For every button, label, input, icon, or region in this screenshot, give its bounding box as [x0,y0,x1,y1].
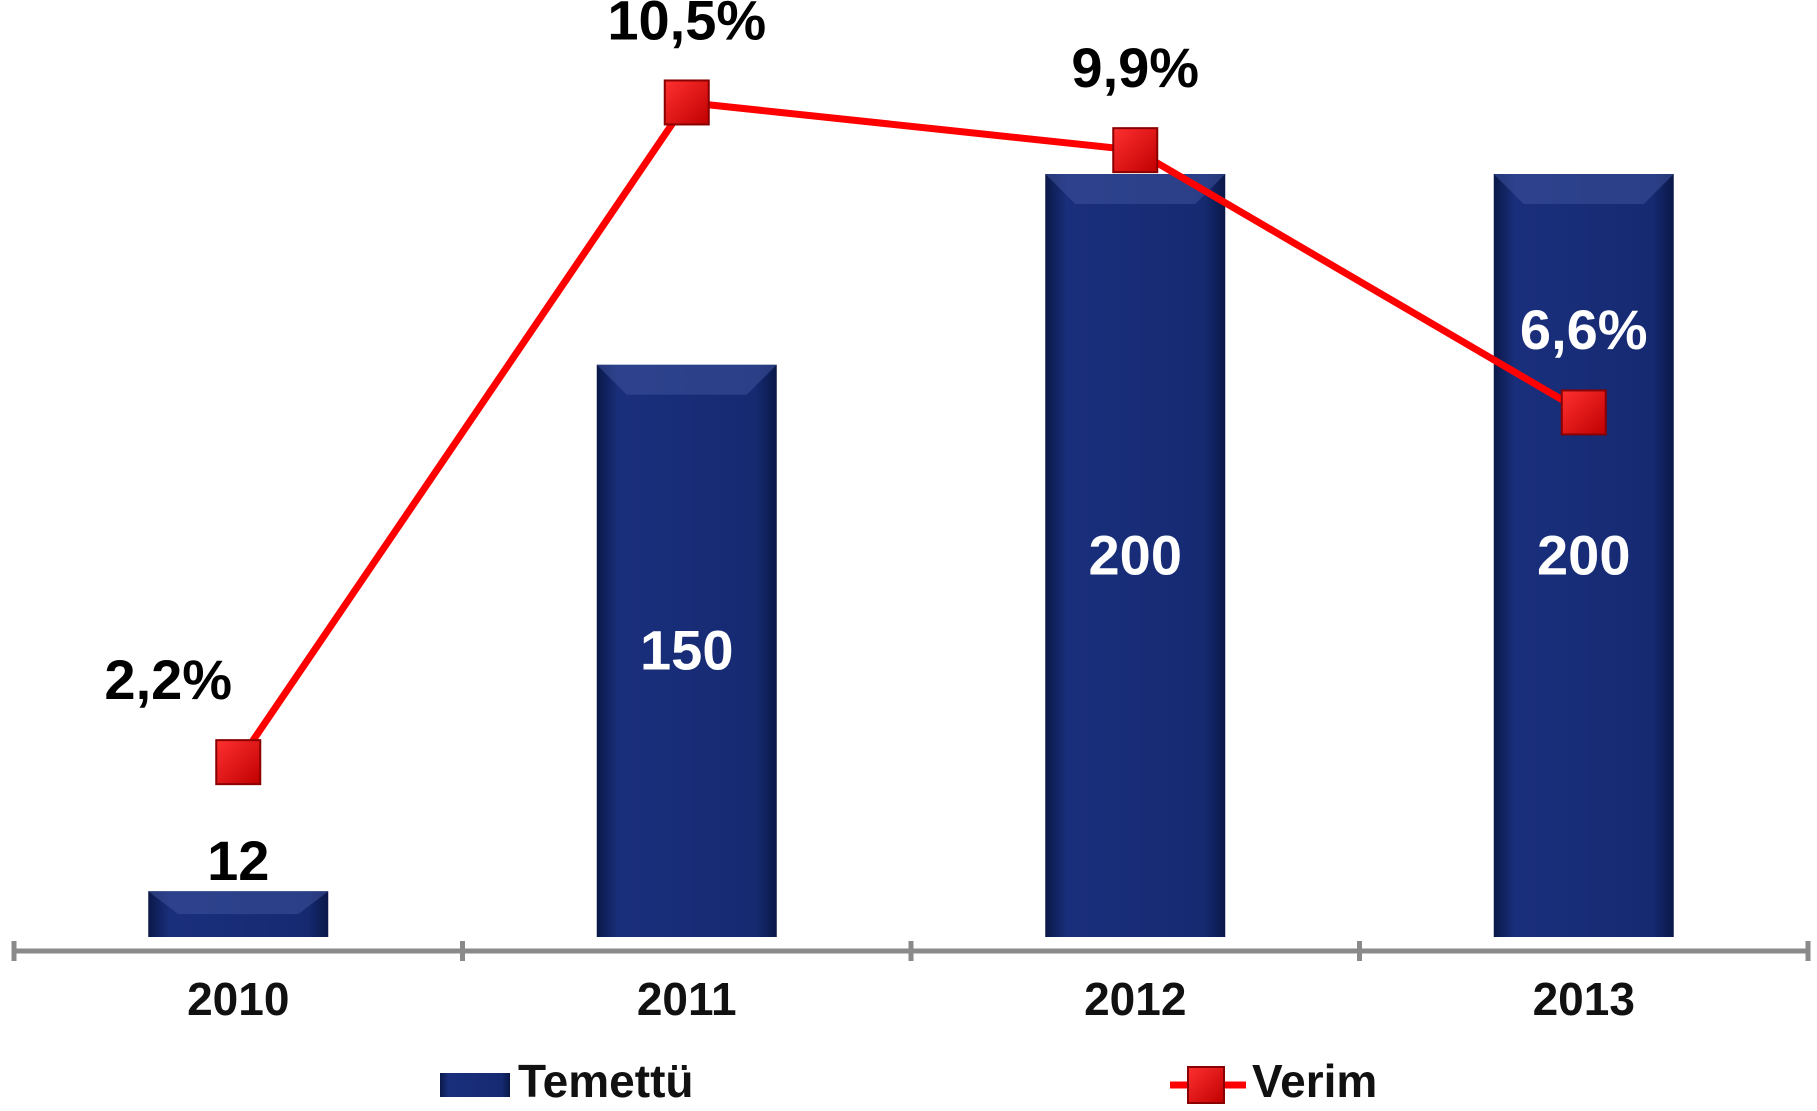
line-marker [215,739,262,786]
bar-value-label: 12 [207,829,269,892]
bar [596,364,777,937]
x-tick-label: 2012 [1084,973,1186,1025]
bar-value-label: 150 [640,619,733,682]
bar-bevel [596,364,777,395]
line-marker [1560,389,1607,436]
bar [1045,174,1226,937]
line-value-label: 10,5% [607,0,766,51]
x-tick-label: 2010 [187,973,289,1025]
line-value-label: 2,2% [104,648,232,711]
line-value-label: 6,6% [1520,298,1648,361]
legend-swatch [440,1073,510,1097]
bar [1493,174,1674,937]
legend-label: Verim [1252,1055,1377,1107]
line-marker [663,79,710,126]
bar-value-label: 200 [1089,523,1182,586]
x-tick-label: 2011 [637,973,737,1025]
bar-bevel [148,891,329,915]
bar-bevel [1045,174,1226,204]
legend-swatch [1187,1066,1225,1104]
line [235,98,1586,765]
bar-bevel [1493,174,1674,204]
line-marker [1112,127,1159,174]
bar-value-label: 200 [1537,523,1630,586]
legend-label: Temettü [518,1055,694,1107]
x-tick-label: 2013 [1533,973,1635,1025]
line-value-label: 9,9% [1071,36,1199,99]
